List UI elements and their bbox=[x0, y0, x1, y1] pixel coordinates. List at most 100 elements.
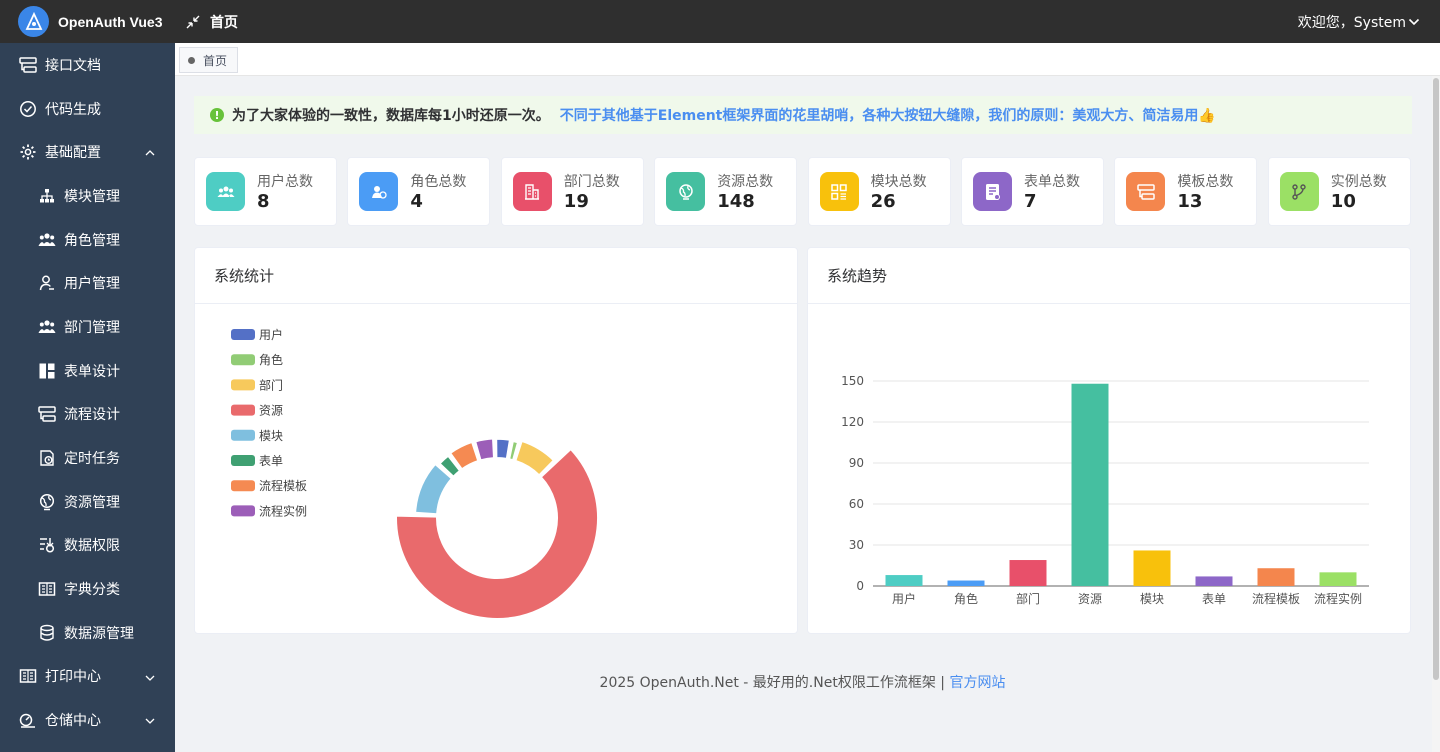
pie-slice[interactable] bbox=[495, 437, 511, 460]
notice-text: 为了大家体验的一致性，数据库每1小时还原一次。 bbox=[232, 108, 550, 124]
y-tick-label: 30 bbox=[849, 538, 864, 552]
template-icon bbox=[1126, 172, 1166, 211]
stat-card: 模块总数 26 bbox=[807, 157, 951, 226]
sidebar-item[interactable]: 部门管理 bbox=[0, 305, 175, 349]
stat-value: 4 bbox=[410, 191, 423, 212]
legend-label[interactable]: 用户 bbox=[259, 327, 283, 342]
legend-label[interactable]: 资源 bbox=[259, 404, 283, 418]
sidebar-item-label: 仓储中心 bbox=[45, 713, 101, 730]
sidebar-item[interactable]: 角色管理 bbox=[0, 218, 175, 262]
pie-slice[interactable] bbox=[514, 439, 555, 477]
bar[interactable] bbox=[1009, 560, 1047, 586]
bar[interactable] bbox=[885, 575, 923, 586]
stat-card: 部门总数 19 bbox=[500, 157, 644, 226]
sidebar-item[interactable]: 资源管理 bbox=[0, 480, 175, 524]
sidebar-item[interactable]: 数据权限 bbox=[0, 524, 175, 568]
sidebar: 接口文档代码生成基础配置模块管理角色管理 用户管理 部门管理 表单设计流程设计定时任务… bbox=[0, 43, 175, 752]
sidebar-item[interactable]: 表单设计 bbox=[0, 349, 175, 393]
sidebar-item-label: 代码生成 bbox=[45, 101, 101, 118]
sidebar-item-label: 模块管理 bbox=[64, 188, 120, 205]
stat-value: 19 bbox=[563, 191, 589, 212]
scrollbar[interactable] bbox=[1432, 76, 1440, 752]
sidebar-item[interactable]: 基础配置 bbox=[0, 130, 175, 174]
scrollbar-thumb[interactable] bbox=[1433, 78, 1439, 680]
y-tick-label: 150 bbox=[841, 374, 864, 388]
x-tick-label: 模块 bbox=[1140, 592, 1164, 606]
bar[interactable] bbox=[1257, 568, 1295, 586]
legend-label[interactable]: 模块 bbox=[259, 429, 283, 443]
tab-label: 首页 bbox=[203, 53, 228, 68]
user-menu[interactable]: 欢迎您，System bbox=[1298, 0, 1420, 43]
legend-label[interactable]: 部门 bbox=[259, 377, 283, 392]
stat-label: 资源总数 bbox=[717, 174, 774, 190]
sidebar-item-label: 基础配置 bbox=[45, 145, 101, 162]
pie-slice[interactable] bbox=[449, 440, 480, 471]
users-icon bbox=[38, 231, 56, 249]
app-title: OpenAuth Vue3 bbox=[58, 13, 163, 30]
sidebar-item[interactable]: 数据源管理 bbox=[0, 611, 175, 655]
bar[interactable] bbox=[1133, 550, 1171, 586]
notice-highlight: 不同于其他基于Element框架界面的花里胡哨，各种大按钮大缝隙，我们的原则：美… bbox=[559, 108, 1216, 124]
stat-card: 表单总数 7 bbox=[961, 157, 1104, 226]
legend-swatch[interactable] bbox=[231, 505, 255, 517]
legend-swatch[interactable] bbox=[231, 429, 255, 441]
official-site-link[interactable]: 官方网站 bbox=[949, 675, 1006, 691]
legend-swatch[interactable] bbox=[231, 404, 255, 416]
sidebar-item-label: 定时任务 bbox=[64, 451, 120, 468]
sidebar-item[interactable]: 代码生成 bbox=[0, 87, 175, 131]
sidebar-item[interactable]: 流程设计 bbox=[0, 393, 175, 437]
top-header: OpenAuth Vue3 首页 欢迎您，System bbox=[0, 0, 1440, 43]
legend-label[interactable]: 流程模板 bbox=[259, 478, 307, 493]
sidebar-item[interactable]: 字典分类 bbox=[0, 567, 175, 611]
stat-card: 实例总数 10 bbox=[1267, 157, 1411, 226]
collapse-sidebar-icon[interactable] bbox=[185, 14, 201, 30]
stat-label: 用户总数 bbox=[257, 174, 313, 190]
pie-slice[interactable] bbox=[508, 440, 520, 462]
x-tick-label: 部门 bbox=[1016, 591, 1040, 606]
page-title: 首页 bbox=[210, 14, 238, 31]
stat-label: 模板总数 bbox=[1177, 174, 1234, 190]
stat-value: 10 bbox=[1330, 191, 1356, 212]
sidebar-item-label: 流程设计 bbox=[64, 407, 120, 424]
sidebar-item-label: 资源管理 bbox=[64, 494, 120, 511]
pie-slice[interactable] bbox=[414, 462, 453, 516]
pie-slice[interactable] bbox=[474, 437, 496, 462]
legend-label[interactable]: 表单 bbox=[259, 454, 283, 468]
form-icon bbox=[973, 172, 1012, 211]
role-icon bbox=[359, 172, 399, 211]
sidebar-item[interactable]: 定时任务 bbox=[0, 436, 175, 480]
sidebar-item[interactable]: 接口文档 bbox=[0, 43, 175, 87]
data-permission-icon bbox=[38, 536, 56, 554]
user-icon bbox=[38, 274, 56, 292]
legend-swatch[interactable] bbox=[231, 455, 255, 466]
legend-swatch[interactable] bbox=[231, 480, 255, 492]
stat-value: 26 bbox=[870, 191, 896, 212]
bar[interactable] bbox=[1195, 576, 1233, 586]
tab-home[interactable]: 首页 bbox=[179, 47, 239, 73]
legend-swatch[interactable] bbox=[231, 379, 255, 391]
legend-swatch[interactable] bbox=[231, 329, 255, 340]
y-tick-label: 120 bbox=[841, 415, 864, 429]
sidebar-item[interactable]: 模块管理 bbox=[0, 174, 175, 218]
sidebar-item[interactable]: 打印中心 bbox=[0, 655, 175, 699]
brand[interactable]: OpenAuth Vue3 bbox=[0, 0, 175, 43]
globe-icon bbox=[666, 172, 706, 211]
bar[interactable] bbox=[947, 580, 985, 586]
sidebar-item[interactable]: 用户管理 bbox=[0, 261, 175, 305]
legend-label[interactable]: 流程实例 bbox=[259, 503, 307, 518]
pie-slice[interactable] bbox=[395, 448, 599, 620]
bar[interactable] bbox=[1071, 383, 1109, 586]
sidebar-item-label: 数据源管理 bbox=[64, 625, 134, 642]
legend-swatch[interactable] bbox=[231, 354, 255, 366]
sidebar-item[interactable]: 仓储中心 bbox=[0, 698, 175, 742]
pie-slice[interactable] bbox=[438, 454, 461, 478]
modules-icon bbox=[819, 172, 859, 211]
stat-card: 角色总数 4 bbox=[347, 157, 491, 226]
x-tick-label: 流程模板 bbox=[1252, 591, 1300, 606]
card-title: 系统统计 bbox=[195, 248, 797, 304]
legend-label[interactable]: 角色 bbox=[259, 353, 283, 367]
bar[interactable] bbox=[1319, 572, 1357, 586]
sitemap-icon bbox=[38, 187, 56, 205]
app-logo-icon bbox=[18, 6, 49, 37]
